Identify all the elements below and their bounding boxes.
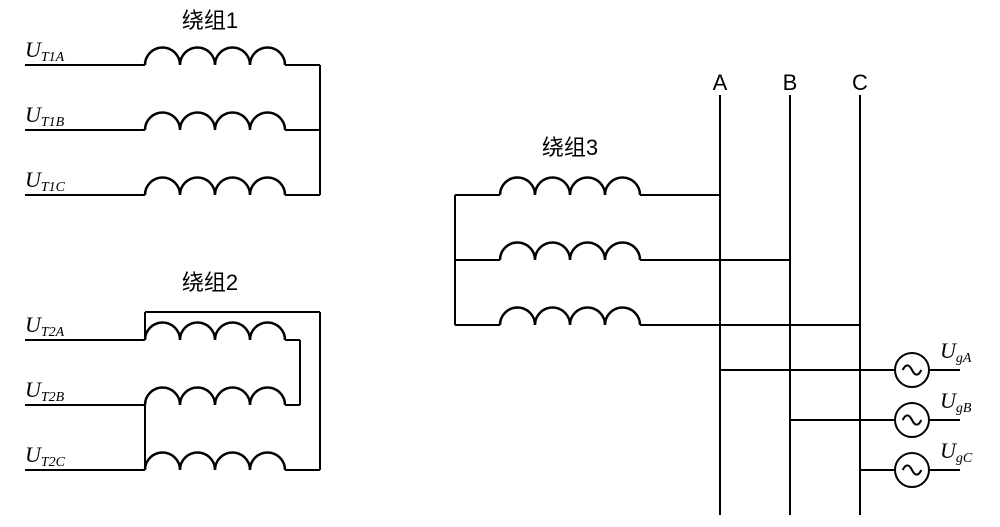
svg-text:绕组3: 绕组3 bbox=[542, 135, 598, 160]
svg-text:UT2A: UT2A bbox=[25, 312, 65, 340]
svg-text:UT1A: UT1A bbox=[25, 37, 65, 65]
svg-text:UgC: UgC bbox=[940, 438, 973, 466]
svg-text:C: C bbox=[852, 70, 868, 95]
svg-text:B: B bbox=[783, 70, 798, 95]
svg-text:UT1C: UT1C bbox=[25, 167, 66, 195]
svg-text:A: A bbox=[713, 70, 728, 95]
svg-text:UgA: UgA bbox=[940, 338, 972, 366]
svg-text:UgB: UgB bbox=[940, 388, 972, 416]
svg-text:UT2B: UT2B bbox=[25, 377, 65, 405]
svg-text:绕组2: 绕组2 bbox=[182, 270, 238, 295]
svg-text:绕组1: 绕组1 bbox=[182, 8, 238, 33]
svg-text:UT1B: UT1B bbox=[25, 102, 65, 130]
svg-text:UT2C: UT2C bbox=[25, 442, 66, 470]
